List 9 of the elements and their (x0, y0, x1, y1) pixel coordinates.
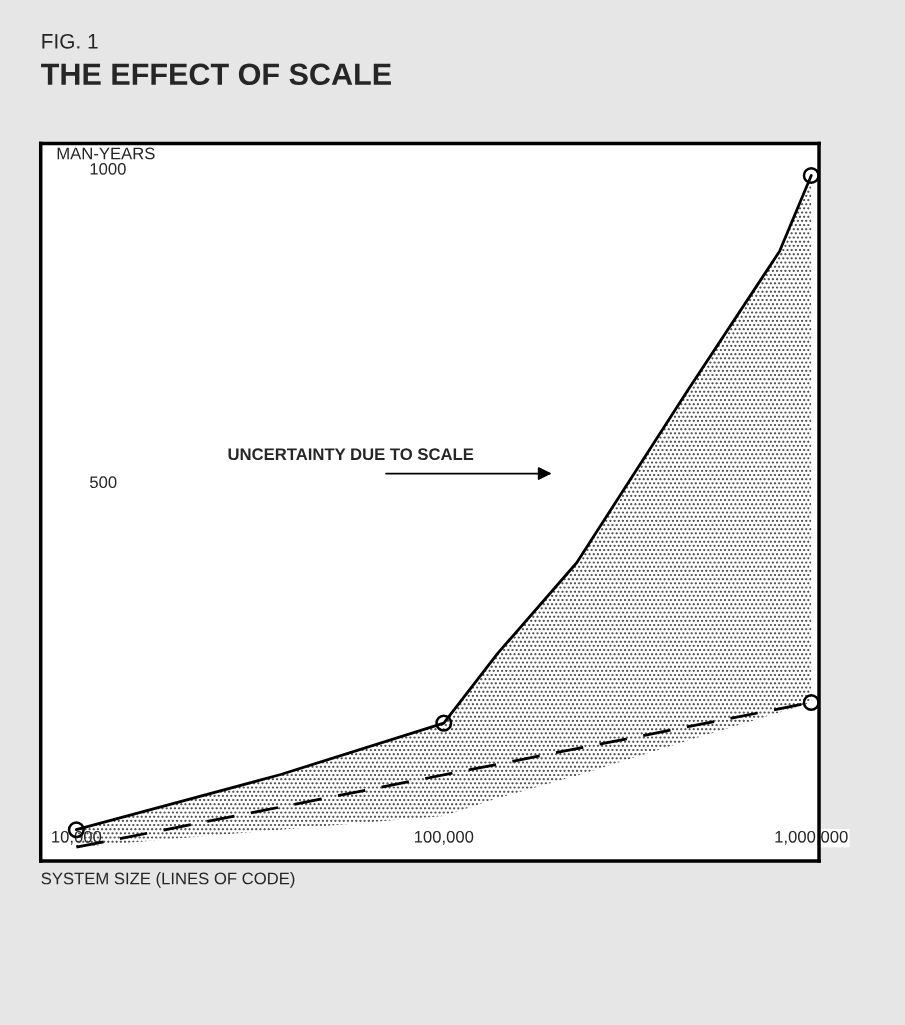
x-axis-title: SYSTEM SIZE (LINES OF CODE) (41, 872, 295, 888)
y-axis-title: MAN-YEARS (57, 147, 155, 160)
annotation: UNCERTAINTY DUE TO SCALE (228, 448, 474, 461)
x-tick-label: 10,000 (52, 830, 102, 845)
chart-subtitle: FIG. 1 (42, 33, 98, 49)
y-tick-label: 1000 (90, 162, 126, 175)
y-tick-label: 500 (90, 476, 117, 489)
chart-title: THE EFFECT OF SCALE (41, 63, 391, 86)
x-tick-label: 100,000 (414, 830, 474, 845)
